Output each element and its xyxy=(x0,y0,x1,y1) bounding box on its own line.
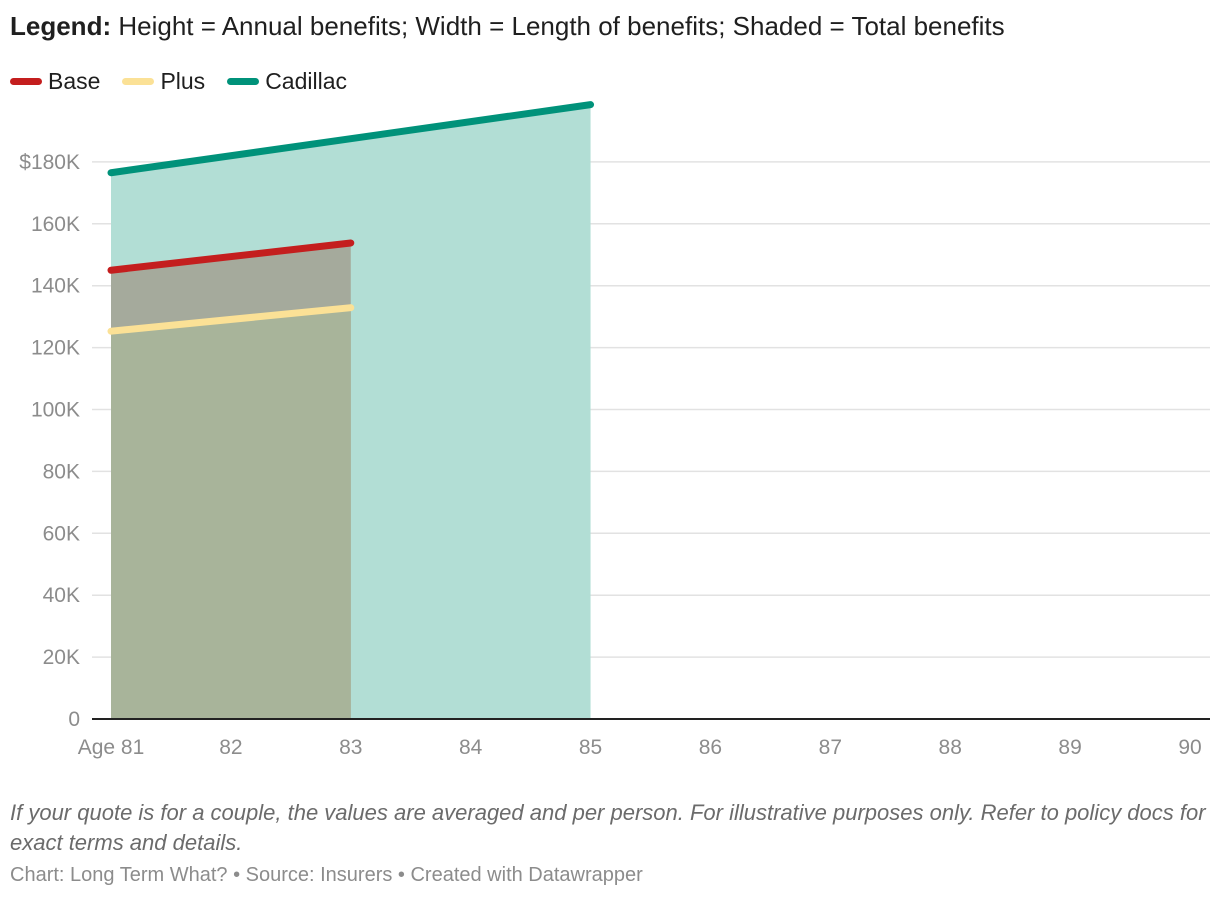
shaded-areas xyxy=(111,104,591,719)
chart-notes: If your quote is for a couple, the value… xyxy=(10,800,1206,855)
chart-title: Legend: Height = Annual benefits; Width … xyxy=(10,10,1005,42)
y-tick-label: 20K xyxy=(43,646,80,669)
legend-item-base: Base xyxy=(10,68,100,95)
y-tick-label: 140K xyxy=(31,275,80,298)
legend-description: Height = Annual benefits; Width = Length… xyxy=(118,11,1005,41)
x-tick-label: Age 81 xyxy=(78,736,145,759)
legend-swatch-plus xyxy=(122,78,155,85)
chart-plot: 0 20K 40K 60K 80K 100K 120K 140K 160K $180K Age 81… xyxy=(19,101,1210,759)
legend-swatch-cadillac xyxy=(227,78,260,85)
y-tick-label: 120K xyxy=(31,337,80,360)
legend-label: Legend: xyxy=(10,11,112,41)
series-lines xyxy=(107,101,595,335)
legend-swatch-base xyxy=(10,78,42,85)
y-tick-label: 160K xyxy=(31,213,80,236)
y-tick-label: 0 xyxy=(68,708,80,731)
x-tick-label: 88 xyxy=(939,736,962,759)
x-tick-label: 83 xyxy=(339,736,362,759)
chart-legend: Base Plus Cadillac xyxy=(10,68,369,95)
legend-label-plus: Plus xyxy=(160,68,206,94)
y-tick-label: 60K xyxy=(43,522,80,545)
y-tick-label: $180K xyxy=(19,151,80,174)
x-tick-label: 85 xyxy=(579,736,602,759)
chart-credit: Chart: Long Term What? • Source: Insurer… xyxy=(10,864,643,886)
legend-label-cadillac: Cadillac xyxy=(265,68,348,94)
line-cadillac xyxy=(107,101,595,177)
x-tick-label: 89 xyxy=(1058,736,1081,759)
x-tick-label: 84 xyxy=(459,736,483,759)
tick-labels: 0 20K 40K 60K 80K 100K 120K 140K 160K $180K Age 81… xyxy=(19,151,1201,759)
y-tick-label: 100K xyxy=(31,399,80,422)
x-tick-label: 87 xyxy=(819,736,842,759)
area-plus xyxy=(111,307,351,719)
x-tick-label: 82 xyxy=(219,736,242,759)
legend-item-plus: Plus xyxy=(122,68,205,95)
line-plus xyxy=(107,304,355,335)
line-base xyxy=(107,239,355,274)
y-tick-label: 80K xyxy=(43,460,80,483)
legend-label-base: Base xyxy=(48,68,101,94)
x-tick-label: 90 xyxy=(1178,736,1201,759)
legend-item-cadillac: Cadillac xyxy=(227,68,347,95)
x-tick-label: 86 xyxy=(699,736,722,759)
y-tick-label: 40K xyxy=(43,584,80,607)
